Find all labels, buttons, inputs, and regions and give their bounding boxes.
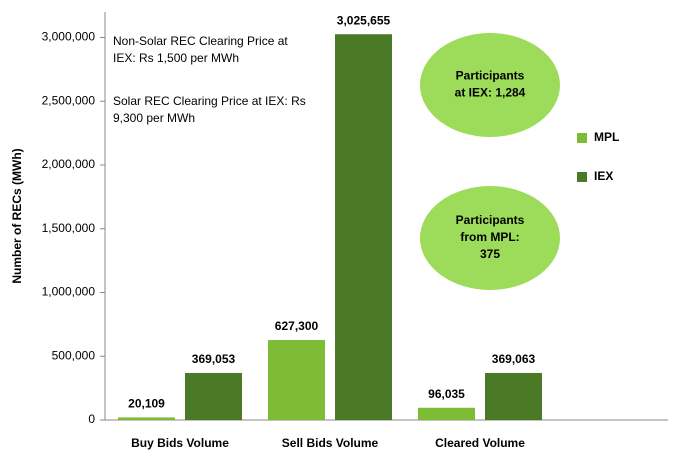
value-label: 627,300 — [275, 319, 319, 333]
callout-text: Participants — [456, 213, 525, 227]
bar — [485, 372, 542, 420]
x-tick-label: Buy Bids Volume — [131, 436, 229, 450]
value-label: 20,109 — [128, 397, 165, 411]
bar — [418, 407, 475, 420]
bar — [118, 417, 175, 420]
y-tick-label: 2,500,000 — [42, 93, 96, 107]
y-tick-label: 0 — [88, 412, 95, 426]
bar — [185, 372, 242, 420]
y-tick-label: 1,500,000 — [42, 221, 96, 235]
callout-text: 375 — [480, 247, 500, 261]
legend-label: MPL — [594, 130, 619, 144]
annotation: 9,300 per MWh — [113, 111, 195, 125]
callout-text: at IEX: 1,284 — [455, 86, 526, 100]
y-axis-title: Number of RECs (MWh) — [10, 148, 24, 283]
y-tick-label: 1,000,000 — [42, 285, 96, 299]
annotation: IEX: Rs 1,500 per MWh — [113, 51, 239, 65]
annotation: Solar REC Clearing Price at IEX: Rs — [113, 94, 306, 108]
legend-label: IEX — [594, 169, 613, 183]
y-tick-label: 2,000,000 — [42, 157, 96, 171]
value-label: 369,053 — [192, 352, 236, 366]
x-tick-label: Sell Bids Volume — [282, 436, 379, 450]
legend-swatch — [577, 172, 587, 182]
annotation: Non-Solar REC Clearing Price at — [113, 34, 288, 48]
y-tick-label: 500,000 — [52, 348, 96, 362]
x-tick-label: Cleared Volume — [435, 436, 525, 450]
value-label: 96,035 — [428, 387, 465, 401]
callout-bubble — [420, 33, 560, 137]
callout-text: Participants — [456, 69, 525, 83]
bar — [268, 340, 325, 420]
callout-text: from MPL: — [460, 230, 519, 244]
callout-bubble — [420, 186, 560, 290]
value-label: 369,063 — [492, 352, 536, 366]
value-label: 3,025,655 — [337, 13, 391, 27]
bar — [335, 34, 392, 420]
y-tick-label: 3,000,000 — [42, 30, 96, 44]
legend-swatch — [577, 133, 587, 143]
